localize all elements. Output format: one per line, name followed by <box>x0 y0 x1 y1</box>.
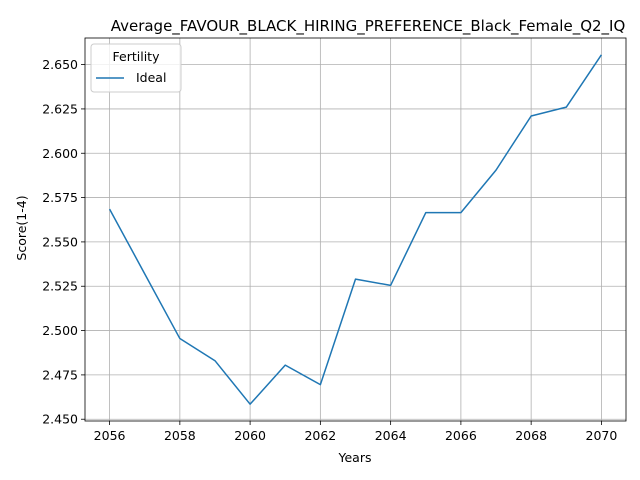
y-tick-label: 2.625 <box>42 101 78 116</box>
y-tick-label: 2.550 <box>42 234 78 249</box>
series-line-ideal <box>108 54 603 405</box>
x-tick-label: 2058 <box>164 428 196 443</box>
legend-box <box>90 43 182 93</box>
plot-area-frame <box>84 37 627 422</box>
legend-title: Fertility <box>113 49 161 64</box>
legend: Fertility Ideal <box>90 43 182 93</box>
y-tick-label: 2.525 <box>42 279 78 294</box>
y-tick-label: 2.600 <box>42 146 78 161</box>
legend-entry-ideal: Ideal <box>136 70 166 85</box>
x-axis-label: Years <box>338 450 372 465</box>
y-tick-label: 2.650 <box>42 57 78 72</box>
y-tick-label: 2.500 <box>42 323 78 338</box>
series-lines <box>108 54 603 405</box>
x-tick-label: 2062 <box>304 428 336 443</box>
x-tick-label: 2070 <box>586 428 618 443</box>
x-axis-ticks: 2056 2058 2060 2062 2064 2066 2068 2070 <box>94 421 618 443</box>
y-axis-label: Score(1-4) <box>14 195 29 260</box>
x-tick-label: 2056 <box>94 428 126 443</box>
y-axis-ticks: 2.450 2.475 2.500 2.525 2.550 2.575 2.600 2.625… <box>42 57 85 427</box>
x-tick-label: 2068 <box>515 428 547 443</box>
chart-title: Average_FAVOUR_BLACK_HIRING_PREFERENCE_B… <box>111 17 626 36</box>
x-tick-label: 2064 <box>375 428 407 443</box>
y-tick-label: 2.475 <box>42 367 78 382</box>
x-tick-label: 2060 <box>234 428 266 443</box>
y-tick-label: 2.575 <box>42 190 78 205</box>
grid <box>85 38 626 421</box>
x-tick-label: 2066 <box>445 428 477 443</box>
y-tick-label: 2.450 <box>42 412 78 427</box>
